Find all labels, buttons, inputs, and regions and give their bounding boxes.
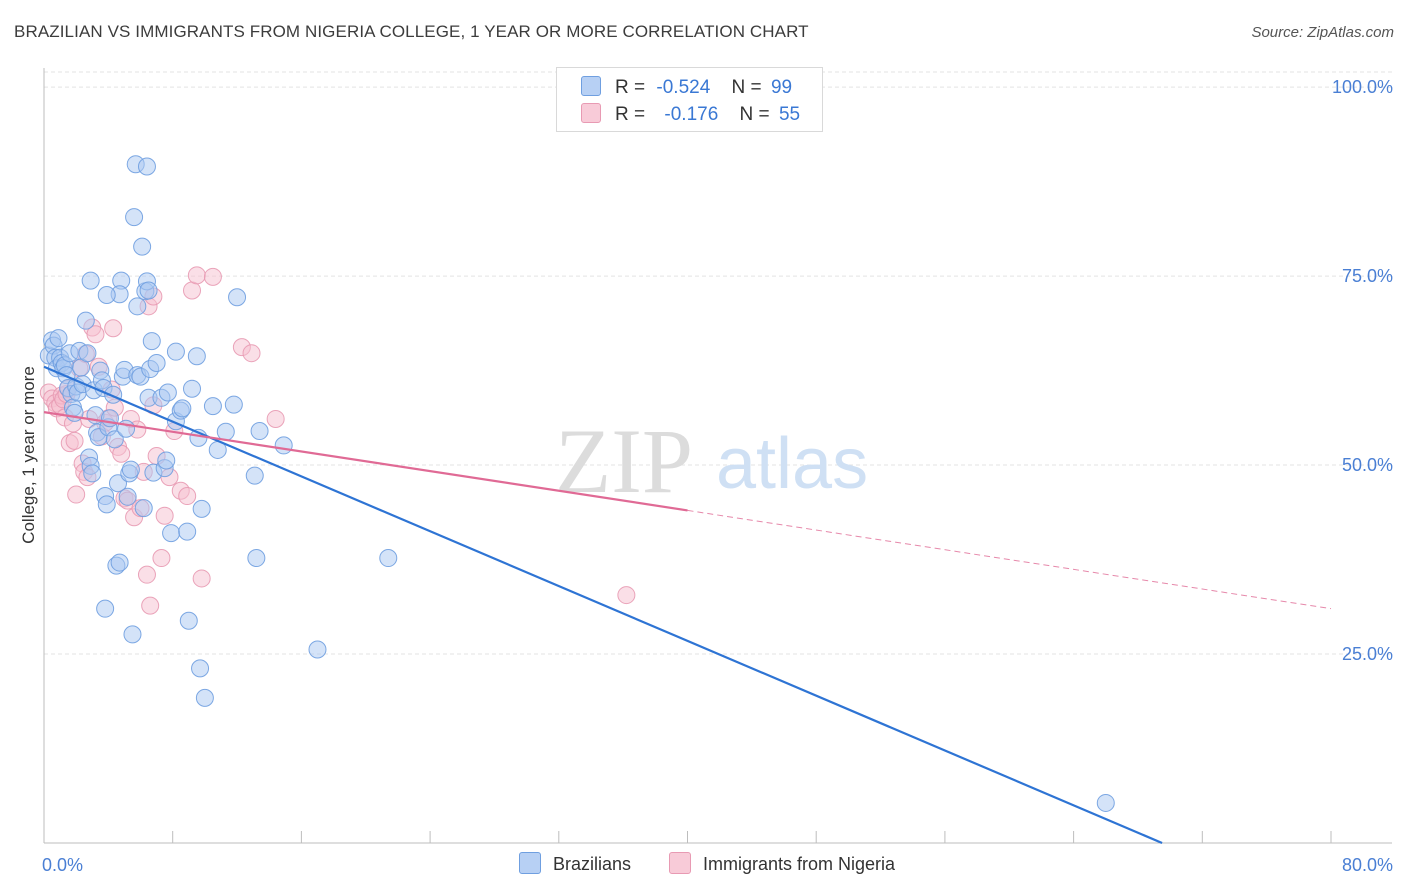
- watermark-atlas: atlas: [716, 424, 868, 504]
- bottom-legend-label: Brazilians: [553, 854, 632, 874]
- source-credit: Source: ZipAtlas.com: [1251, 24, 1394, 41]
- x-tick-label: 0.0%: [42, 855, 83, 875]
- watermark-zip: ZIP: [555, 410, 693, 512]
- point-brazilians: [192, 499, 211, 518]
- point-brazilians: [121, 460, 140, 479]
- trendline-brazilians: [43, 365, 1163, 845]
- point-brazilians: [137, 157, 156, 176]
- trendline-nigeria-extension: [687, 509, 1332, 610]
- bottom-legend-swatch-blue: [519, 852, 541, 874]
- legend-row-brazilians: R = -0.524 N = 99: [581, 76, 792, 102]
- legend-r-value: -0.524: [656, 77, 711, 98]
- trendline-nigeria: [43, 411, 688, 512]
- point-brazilians: [216, 422, 235, 441]
- x-tick-label: 80.0%: [1342, 855, 1393, 875]
- point-brazilians: [274, 436, 293, 455]
- y-axis-label: College, 1 year or more: [19, 366, 38, 544]
- point-brazilians: [178, 522, 197, 541]
- point-brazilians: [183, 379, 202, 398]
- point-brazilians: [158, 383, 177, 402]
- point-brazilians: [195, 688, 214, 707]
- point-brazilians: [162, 524, 181, 543]
- point-brazilians: [133, 237, 152, 256]
- point-brazilians: [191, 659, 210, 678]
- point-brazilians: [179, 611, 198, 630]
- point-nigeria: [155, 506, 174, 525]
- point-nigeria: [104, 319, 123, 338]
- point-brazilians: [134, 499, 153, 518]
- legend-n-label: N =: [739, 104, 770, 125]
- point-nigeria: [141, 596, 160, 615]
- point-brazilians: [379, 549, 398, 568]
- bottom-legend-label: Immigrants from Nigeria: [703, 854, 896, 874]
- point-brazilians: [123, 625, 142, 644]
- watermark: ZIP atlas: [555, 410, 868, 512]
- point-brazilians: [139, 281, 158, 300]
- point-brazilians: [78, 344, 97, 363]
- bottom-legend-brazilians: Brazilians: [519, 852, 631, 875]
- point-brazilians: [157, 451, 176, 470]
- point-nigeria: [65, 431, 84, 450]
- y-tick-label: 25.0%: [1342, 644, 1393, 664]
- point-brazilians: [110, 553, 129, 572]
- point-brazilians: [83, 464, 102, 483]
- y-tick-label: 75.0%: [1342, 266, 1393, 286]
- point-brazilians: [128, 297, 147, 316]
- point-brazilians: [1096, 793, 1115, 812]
- legend-swatch-pink: [581, 103, 601, 123]
- point-nigeria: [178, 487, 197, 506]
- legend-r-label: R =: [615, 77, 646, 98]
- point-brazilians: [166, 342, 185, 361]
- point-nigeria: [183, 281, 202, 300]
- legend-r-value: -0.176: [664, 104, 719, 125]
- point-brazilians: [228, 288, 247, 307]
- point-brazilians: [118, 487, 137, 506]
- legend-n-value: 55: [778, 104, 801, 125]
- point-brazilians: [65, 403, 84, 422]
- point-brazilians: [76, 311, 95, 330]
- y-tick-label: 50.0%: [1342, 455, 1393, 475]
- legend-r-label: R =: [615, 104, 646, 125]
- point-nigeria: [86, 325, 105, 344]
- point-brazilians: [224, 395, 243, 414]
- point-nigeria: [242, 344, 261, 363]
- point-brazilians: [147, 354, 166, 373]
- correlation-legend: R = -0.524 N = 99 R = -0.176 N = 55: [556, 67, 823, 132]
- bottom-legend-nigeria: Immigrants from Nigeria: [669, 852, 895, 875]
- legend-n-value: 99: [770, 77, 793, 98]
- point-nigeria: [192, 569, 211, 588]
- point-nigeria: [67, 485, 86, 504]
- point-nigeria: [266, 409, 285, 428]
- point-nigeria: [617, 586, 636, 605]
- legend-row-nigeria: R = -0.176 N = 55: [581, 103, 800, 129]
- point-brazilians: [247, 549, 266, 568]
- legend-swatch-blue: [581, 76, 601, 96]
- point-brazilians: [250, 422, 269, 441]
- point-nigeria: [152, 549, 171, 568]
- point-brazilians: [187, 347, 206, 366]
- point-nigeria: [203, 267, 222, 286]
- point-brazilians: [142, 332, 161, 351]
- point-brazilians: [97, 495, 116, 514]
- point-brazilians: [96, 599, 115, 618]
- point-brazilians: [245, 466, 264, 485]
- point-brazilians: [81, 271, 100, 290]
- point-nigeria: [137, 565, 156, 584]
- point-brazilians: [125, 208, 144, 227]
- point-brazilians: [105, 430, 124, 449]
- bottom-legend-swatch-pink: [669, 852, 691, 874]
- point-brazilians: [308, 640, 327, 659]
- point-brazilians: [173, 399, 192, 418]
- chart-title: BRAZILIAN VS IMMIGRANTS FROM NIGERIA COL…: [14, 22, 809, 41]
- point-brazilians: [97, 285, 116, 304]
- point-brazilians: [203, 397, 222, 416]
- y-tick-label: 100.0%: [1332, 77, 1393, 97]
- point-brazilians: [49, 329, 68, 348]
- point-nigeria: [187, 266, 206, 285]
- legend-n-label: N =: [731, 77, 762, 98]
